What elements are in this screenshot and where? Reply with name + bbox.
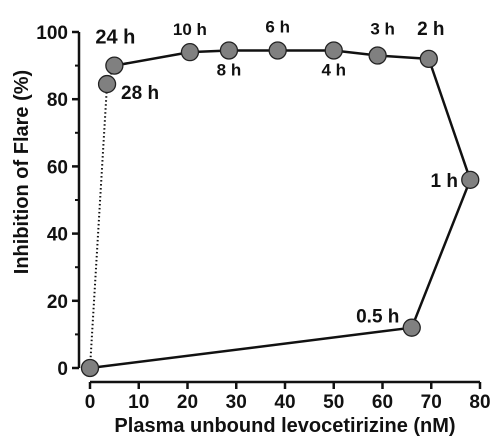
y-tick-label: 80 (47, 90, 68, 111)
x-tick-label: 50 (323, 392, 344, 413)
y-tick-label: 100 (36, 23, 68, 44)
point-label: 0.5 h (356, 307, 399, 328)
y-tick-label: 60 (47, 157, 68, 178)
x-tick-label: 80 (469, 392, 490, 413)
point-label: 2 h (417, 19, 444, 40)
x-tick-label: 30 (226, 392, 247, 413)
point-label: 24 h (95, 27, 135, 49)
data-point (180, 43, 200, 62)
data-point (402, 318, 421, 337)
y-tick-label: 20 (47, 292, 68, 313)
x-axis-title: Plasma unbound levocetirizine (nM) (114, 415, 455, 437)
point-label: 10 h (173, 20, 207, 39)
data-point (219, 41, 239, 60)
y-tick-label: 0 (57, 359, 68, 380)
x-tick-label: 60 (372, 392, 393, 413)
data-point (324, 41, 343, 60)
data-points (80, 41, 480, 378)
point-label: 3 h (370, 20, 395, 39)
data-point (80, 358, 100, 378)
point-labels: 0.5 h 1 h 2 h 3 h 4 h 6 h 8 h 10 h 24 h 28 h (95, 17, 458, 327)
data-point (105, 56, 124, 75)
y-axis-title: Inhibition of Flare (%) (11, 70, 33, 274)
data-point (368, 46, 387, 65)
x-tick-label: 40 (274, 392, 295, 413)
point-label: 8 h (217, 60, 242, 79)
x-tick-label: 0 (85, 392, 96, 413)
data-point (268, 41, 287, 60)
x-tick-label: 20 (177, 392, 198, 413)
point-label: 1 h (431, 171, 458, 192)
dotted-series-line (89, 65, 116, 369)
x-tick-label: 10 (128, 392, 149, 413)
y-tick-label: 40 (47, 225, 68, 246)
point-label: 28 h (121, 83, 159, 104)
axes: 0 20 40 60 80 100 0 10 20 30 40 50 60 70 80 (36, 23, 490, 413)
solid-series-line (89, 49, 472, 370)
series-lines (89, 49, 472, 370)
data-point (419, 49, 438, 69)
point-label: 6 h (265, 17, 290, 36)
x-tick-label: 70 (421, 392, 442, 413)
data-point (461, 170, 480, 189)
point-label: 4 h (321, 60, 346, 79)
data-point (97, 74, 117, 94)
